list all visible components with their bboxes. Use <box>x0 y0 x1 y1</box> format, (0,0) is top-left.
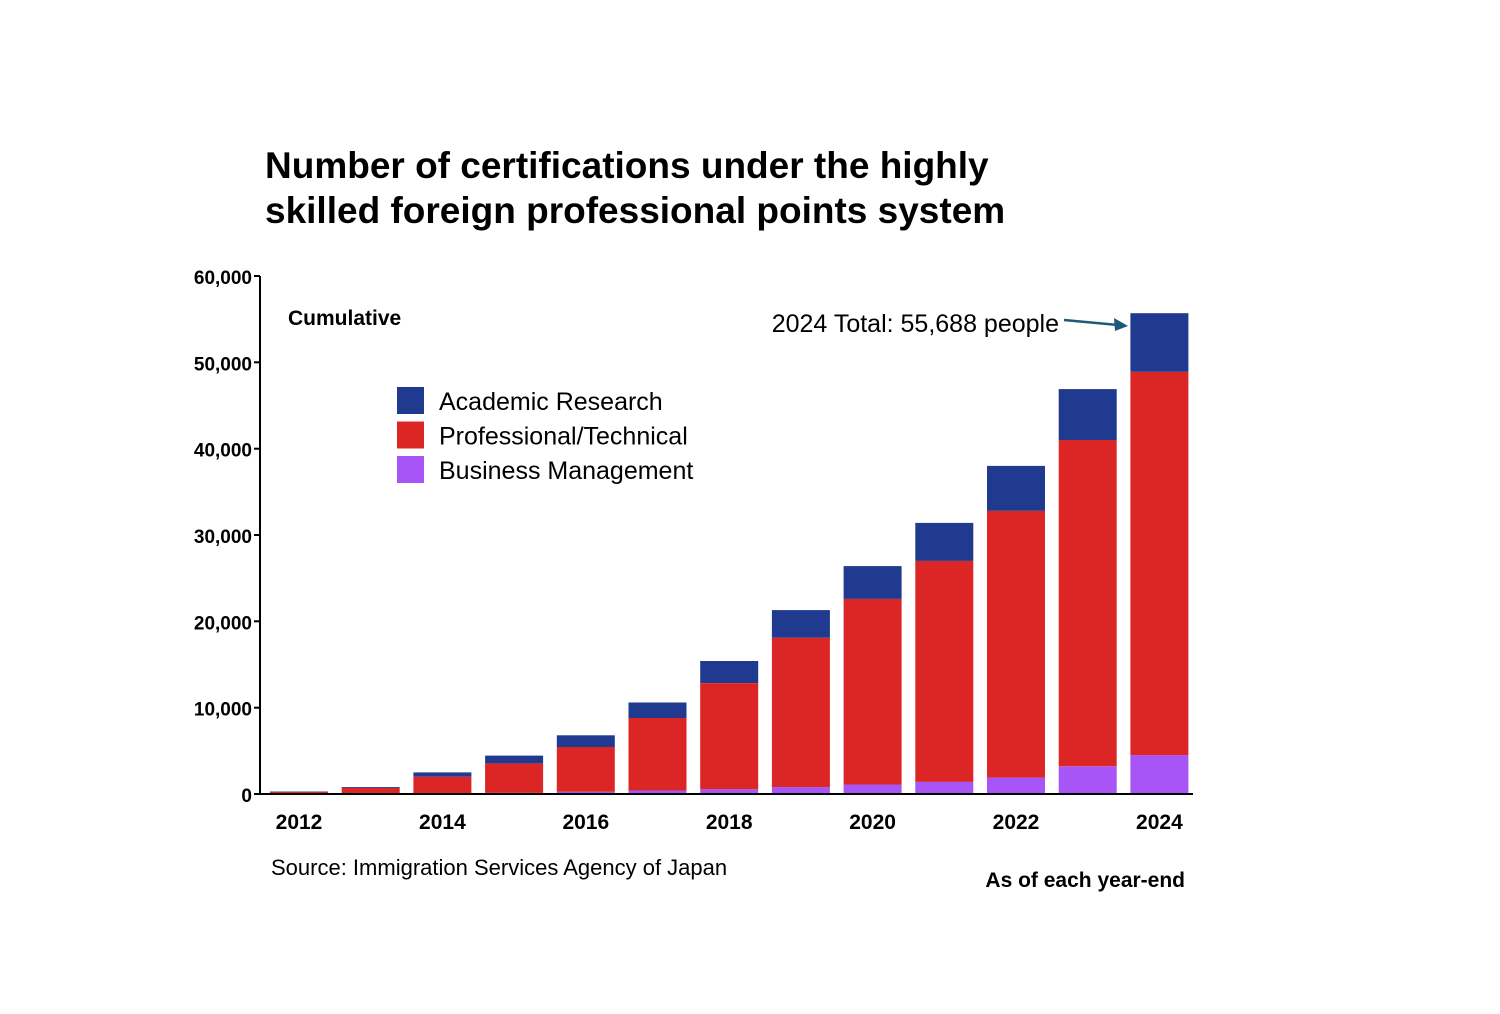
bar-business-2020 <box>843 784 902 794</box>
x-tick-label-2018: 2018 <box>706 811 753 834</box>
bar-professional-2024 <box>1130 371 1189 756</box>
legend-label-professional: Professional/Technical <box>439 423 688 451</box>
bar-business-2024 <box>1130 755 1189 794</box>
total-annotation: 2024 Total: 55,688 people <box>772 310 1059 338</box>
bar-business-2018 <box>700 789 759 794</box>
bar-professional-2012 <box>270 791 328 794</box>
bar-academic-2020 <box>843 566 902 599</box>
bar-professional-2021 <box>915 560 974 782</box>
chart-title: Number of certifications under the highl… <box>265 143 1165 233</box>
legend-label-academic: Academic Research <box>439 388 663 416</box>
bar-professional-2019 <box>771 637 830 788</box>
bar-academic-2021 <box>915 522 974 561</box>
bar-academic-2017 <box>628 702 687 718</box>
legend-label-business: Business Management <box>439 457 693 485</box>
x-tick-labels: 2012 2014 2016 2018 2020 2022 2024 <box>276 811 1183 834</box>
source-note: Source: Immigration Services Agency of J… <box>271 855 727 880</box>
bar-business-2019 <box>771 787 830 794</box>
bar-business-2021 <box>915 781 974 794</box>
legend-swatch-academic <box>397 387 424 414</box>
x-tick-label-2012: 2012 <box>276 811 323 834</box>
bar-professional-2016 <box>556 746 615 792</box>
y-tick-label-4: 40,000 <box>194 441 252 462</box>
y-tick-labels: 0 10,000 20,000 30,000 40,000 50,000 60,000 <box>194 268 260 807</box>
y-tick-label-1: 10,000 <box>194 700 252 721</box>
bar-professional-2023 <box>1058 440 1117 767</box>
bar-academic-2018 <box>700 661 759 683</box>
bar-professional-2013 <box>341 788 400 794</box>
bar-professional-2014 <box>413 776 472 794</box>
bar-academic-2014 <box>413 772 472 777</box>
bar-academic-2013 <box>341 787 400 788</box>
legend-swatch-professional <box>397 421 424 449</box>
x-tick-label-2020: 2020 <box>849 811 896 834</box>
bar-professional-2020 <box>843 598 902 785</box>
bar-academic-2019 <box>771 610 830 638</box>
y-tick-label-3: 30,000 <box>194 527 252 548</box>
x-tick-label-2014: 2014 <box>419 811 466 834</box>
bar-academic-2015 <box>485 755 544 764</box>
chart-title-line-1: Number of certifications under the highl… <box>265 145 989 186</box>
cumulative-label: Cumulative <box>288 307 401 330</box>
x-tick-label-2016: 2016 <box>562 811 609 834</box>
chart-title-line-2: skilled foreign professional points syst… <box>265 190 1006 231</box>
bar-academic-2023 <box>1058 389 1117 440</box>
bar-business-2017 <box>628 790 687 794</box>
legend: Academic Research Professional/Technical B… <box>397 387 693 485</box>
y-tick-label-2: 20,000 <box>194 613 252 634</box>
x-tick-label-2024: 2024 <box>1136 811 1183 834</box>
bar-professional-2018 <box>700 683 759 790</box>
bar-academic-2024 <box>1130 313 1189 372</box>
bar-business-2022 <box>987 777 1045 794</box>
bar-professional-2015 <box>485 763 544 793</box>
year-end-note: As of each year-end <box>985 869 1185 892</box>
legend-swatch-business <box>397 456 424 483</box>
total-annotation-arrow <box>1063 318 1128 331</box>
bar-academic-2016 <box>556 735 615 747</box>
bar-academic-2022 <box>987 465 1045 511</box>
y-tick-label-0: 0 <box>241 786 252 807</box>
bar-professional-2022 <box>987 510 1045 778</box>
bar-business-2016 <box>556 791 615 794</box>
x-tick-label-2022: 2022 <box>993 811 1040 834</box>
bar-professional-2017 <box>628 718 687 791</box>
y-tick-label-5: 50,000 <box>194 354 252 375</box>
bar-business-2023 <box>1058 766 1117 794</box>
y-tick-label-6: 60,000 <box>194 268 252 289</box>
bars-layer <box>270 313 1189 794</box>
